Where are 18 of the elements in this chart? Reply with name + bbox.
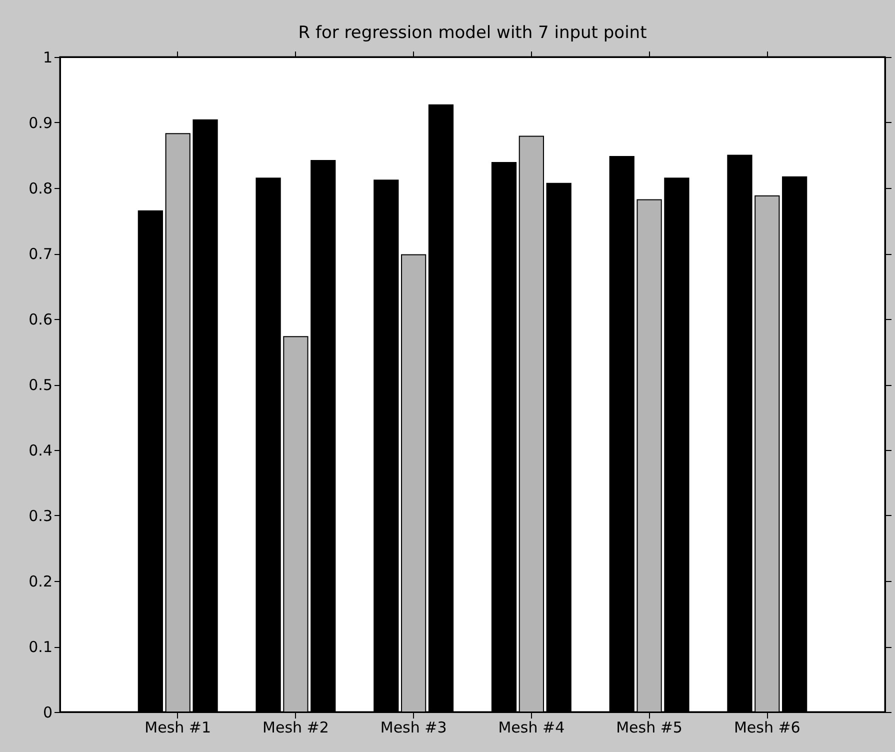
y-tick-label: 1	[42, 48, 52, 66]
y-tick-label: 0.9	[28, 114, 52, 132]
x-tick-label: Mesh #6	[734, 718, 800, 736]
x-tick-label: Mesh #2	[262, 718, 329, 736]
x-tick-label: Mesh #4	[498, 718, 565, 736]
y-tick-label: 0.6	[28, 310, 52, 328]
x-tick-label: Mesh #1	[144, 718, 212, 736]
x-tick-label: Mesh #5	[616, 718, 682, 736]
y-tick-label: 0.1	[28, 638, 52, 656]
y-tick-label: 0.8	[28, 180, 52, 198]
y-tick-label: 0.3	[28, 507, 52, 525]
chart-title: R for regression model with 7 input point	[298, 23, 648, 43]
x-tick-label: Mesh #3	[380, 718, 447, 736]
y-tick-label: 0	[42, 704, 52, 722]
y-tick-label: 0.5	[28, 376, 52, 394]
y-tick-label: 0.4	[28, 442, 52, 460]
y-tick-label: 0.7	[28, 245, 52, 263]
y-tick-label: 0.2	[28, 572, 52, 590]
